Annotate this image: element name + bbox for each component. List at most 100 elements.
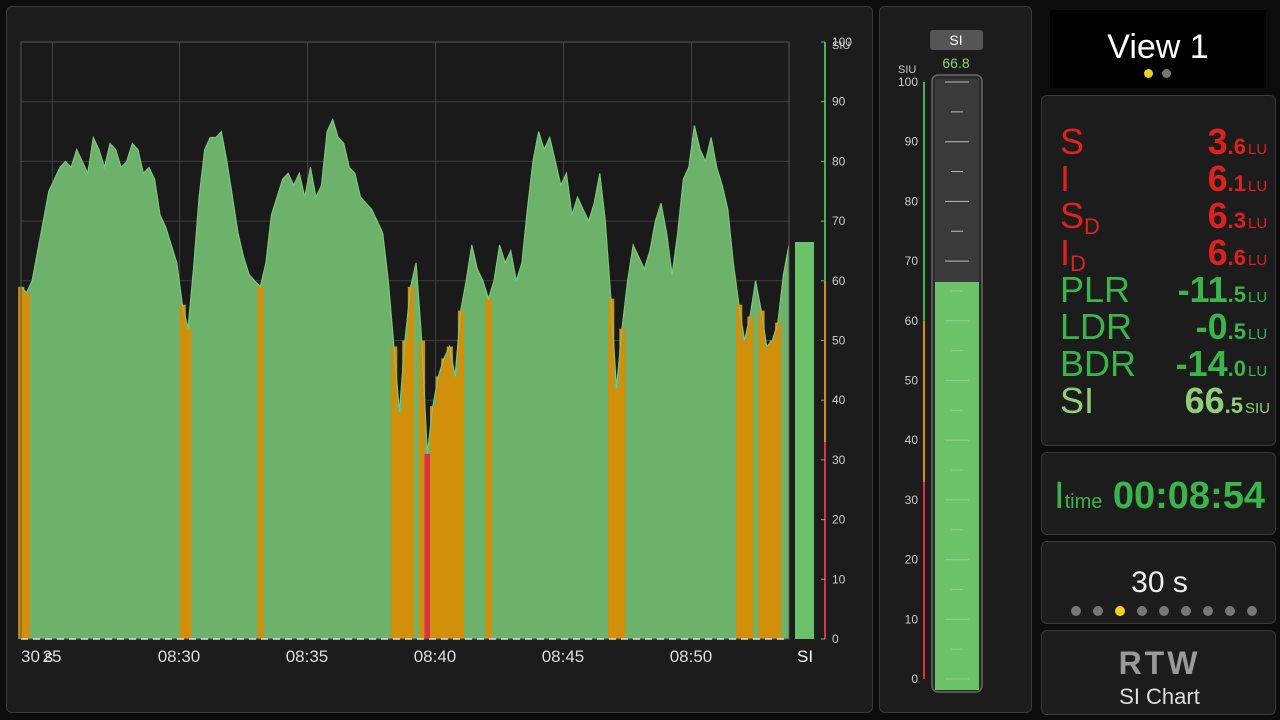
value-label-sub: D <box>1070 251 1086 276</box>
time-range-label: 30 s <box>21 647 53 666</box>
time-range-step-dot[interactable] <box>1093 606 1103 616</box>
low-si-column <box>23 292 30 639</box>
value-row: SD 6.3 LU <box>1060 197 1270 239</box>
plugin-name: SI Chart <box>1119 684 1200 709</box>
low-si-column <box>391 346 398 639</box>
value-unit: LU <box>1248 363 1268 380</box>
meter-fill <box>935 281 979 690</box>
time-range-value: 30 s <box>1131 566 1188 599</box>
low-si-column <box>764 346 771 639</box>
time-range-step-dot[interactable] <box>1203 606 1213 616</box>
value-integer: -14 <box>1175 343 1228 384</box>
value-number: -11.5 LU <box>1178 271 1270 316</box>
meter-peak-value: 66.8 <box>942 55 969 71</box>
view-selector[interactable]: View 1 <box>1050 10 1266 88</box>
integration-time-panel: Itime 00:08:54 <box>1041 452 1276 535</box>
view-page-indicator[interactable] <box>1144 69 1171 78</box>
time-range-step-dot[interactable] <box>1071 606 1081 616</box>
time-range-selector[interactable]: 30 s <box>1041 541 1276 624</box>
low-si-column <box>613 388 620 639</box>
rtw-logo: RTW <box>1118 645 1201 681</box>
time-range-step-dot[interactable] <box>1181 606 1191 616</box>
si-line <box>20 117 790 454</box>
y-unit-label: SIU <box>832 40 850 52</box>
meter-scale-label: 20 <box>905 553 919 567</box>
value-unit: LU <box>1248 215 1268 232</box>
value-number: 66.5 SIU <box>1185 382 1270 427</box>
x-tick-label: 08:40 <box>414 647 457 666</box>
meter-scale-label: 60 <box>905 314 919 328</box>
low-si-column <box>608 298 615 639</box>
time-range-steps[interactable] <box>1071 606 1257 616</box>
value-integer: 6 <box>1207 232 1228 273</box>
si-current-bar <box>795 241 814 639</box>
y-tick-label: 80 <box>832 154 846 168</box>
low-si-column <box>424 453 431 639</box>
low-si-column <box>430 406 437 639</box>
y-tick-label: 40 <box>832 393 846 407</box>
time-range-step-dot[interactable] <box>1137 606 1147 616</box>
value-fraction: .5 <box>1227 282 1246 307</box>
meter-scale-label: 100 <box>898 75 918 89</box>
y-tick-label: 30 <box>832 453 846 467</box>
view-page-dot[interactable] <box>1144 69 1153 78</box>
si-meter-panel: SI 66.8 SIU 100 90 80 70 60 50 40 30 20 10 0 <box>879 6 1032 713</box>
x-tick-label: 08:50 <box>670 647 713 666</box>
value-row: ID 6.6 LU <box>1060 232 1270 276</box>
itime-label-sub: time <box>1064 491 1103 513</box>
y-tick-label: 10 <box>832 572 846 586</box>
value-row: I 6.1 LU <box>1060 160 1270 197</box>
value-fraction: .5 <box>1227 319 1246 344</box>
low-si-column <box>446 346 453 639</box>
low-si-column <box>457 310 465 639</box>
time-range-step-dot[interactable] <box>1225 606 1235 616</box>
meter-scale-label: 30 <box>905 493 919 507</box>
low-si-column <box>741 340 748 639</box>
value-fraction: .6 <box>1227 245 1246 270</box>
value-integer: -11 <box>1177 269 1228 310</box>
low-si-column <box>257 286 264 639</box>
value-label: PLR <box>1060 269 1131 310</box>
low-si-column <box>179 304 186 639</box>
value-fraction: .3 <box>1227 208 1246 233</box>
value-unit: LU <box>1248 326 1268 343</box>
y-tick-label: 70 <box>832 214 846 228</box>
bar-label: SI <box>797 647 813 666</box>
value-integer: 66 <box>1184 380 1225 421</box>
low-si-column <box>407 286 414 639</box>
si-chart-panel: SIU 100 90 80 70 60 50 40 30 20 10 0 SI 30 s 25 08:30 08… <box>6 6 873 713</box>
meter-scale-label: 90 <box>905 135 919 149</box>
value-fraction: .5 <box>1224 393 1243 418</box>
meter-header: SI <box>949 32 962 48</box>
time-range-step-dot[interactable] <box>1159 606 1169 616</box>
meter-header-badge <box>930 30 983 50</box>
value-number: 3.6 LU <box>1208 123 1270 168</box>
meter-empty <box>935 79 979 282</box>
meter-scale-label: 70 <box>905 254 919 268</box>
value-label: LDR <box>1060 306 1133 347</box>
meter-scale-label: 10 <box>905 612 919 626</box>
low-si-column <box>747 316 754 639</box>
low-si-column <box>402 340 409 639</box>
value-unit: SIU <box>1244 400 1270 417</box>
low-si-column <box>775 322 782 639</box>
low-si-column <box>396 412 403 639</box>
value-fraction: .0 <box>1227 356 1246 381</box>
view-page-dot[interactable] <box>1162 69 1171 78</box>
meter-scale-label: 0 <box>911 672 918 686</box>
value-fraction: .6 <box>1227 134 1246 159</box>
value-row: SI 66.5 SIU <box>1060 382 1270 419</box>
x-tick-label: 25 <box>43 647 62 666</box>
value-integer: 6 <box>1207 158 1228 199</box>
value-row: PLR -11.5 LU <box>1060 271 1270 308</box>
time-range-step-dot[interactable] <box>1247 606 1257 616</box>
value-unit: LU <box>1248 289 1268 306</box>
x-tick-label: 08:35 <box>286 647 329 666</box>
y-tick-label: 50 <box>832 334 846 348</box>
value-label: SD <box>1060 195 1100 239</box>
low-si-column <box>441 358 448 639</box>
time-range-step-dot[interactable] <box>1115 606 1125 616</box>
x-tick-label: 08:30 <box>158 647 201 666</box>
low-si-column <box>452 376 459 639</box>
